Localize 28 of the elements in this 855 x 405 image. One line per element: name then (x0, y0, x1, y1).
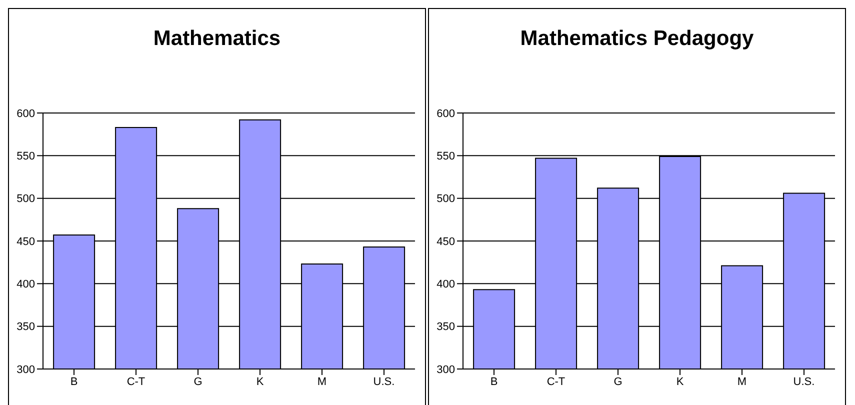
x-tick-label: M (317, 376, 327, 388)
y-tick-label: 550 (16, 150, 35, 163)
x-tick-label: C-T (546, 376, 566, 388)
x-tick-label: K (676, 376, 684, 388)
y-tick-label: 600 (436, 108, 455, 120)
y-tick-label: 350 (16, 321, 35, 334)
y-tick-label: 400 (16, 278, 35, 291)
x-tick-label: M (737, 376, 747, 388)
y-tick-label: 500 (436, 193, 455, 206)
chart-title: Mathematics (152, 27, 282, 51)
x-tick-label: U.S. (793, 376, 815, 388)
x-tick-label: B (490, 376, 498, 388)
x-tick-label: G (194, 376, 202, 388)
x-tick-label: U.S. (373, 376, 395, 388)
x-tick-label: K (256, 376, 264, 388)
y-tick-label: 300 (16, 364, 35, 376)
y-tick-label: 500 (16, 193, 35, 206)
y-tick-label: 400 (436, 278, 455, 291)
x-tick-label: G (614, 376, 622, 388)
chart-title: Mathematics Pedagogy (519, 27, 755, 51)
x-tick-label: B (70, 376, 78, 388)
y-tick-label: 450 (436, 236, 455, 248)
y-tick-label: 550 (436, 150, 455, 163)
y-tick-label: 600 (16, 108, 35, 120)
x-tick-label: C-T (126, 376, 146, 388)
y-tick-label: 350 (436, 321, 455, 334)
y-tick-label: 450 (16, 236, 35, 248)
y-tick-label: 300 (436, 364, 455, 376)
